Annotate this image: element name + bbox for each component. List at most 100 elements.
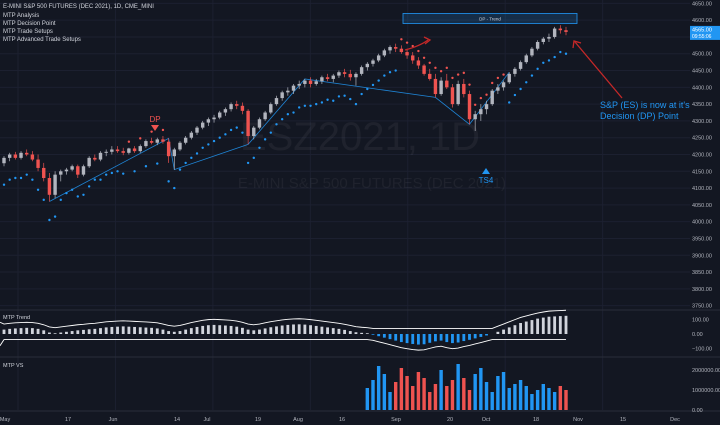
trail-dot <box>110 171 114 175</box>
volume-bar <box>416 372 421 410</box>
volume-bar <box>445 386 449 410</box>
time-tick-label: 16 <box>339 417 345 423</box>
trail-dot <box>184 161 187 165</box>
candle-body <box>445 80 449 88</box>
candle-body <box>229 104 233 110</box>
price-tick-label: 4200.00 <box>692 153 712 159</box>
trail-dot <box>473 103 477 106</box>
trail-dot <box>25 173 28 176</box>
trail-dot <box>400 38 403 41</box>
trail-dot <box>564 52 568 55</box>
candle-body <box>376 55 381 61</box>
trail-dot <box>258 146 261 149</box>
indicator-mtp-advanced-trade-setups[interactable]: MTP Advanced Trade Setups <box>3 37 81 43</box>
volume-bar <box>433 384 438 410</box>
candle-body <box>183 137 188 143</box>
trail-dot <box>87 185 91 188</box>
candle-body <box>104 151 108 153</box>
candle-body <box>155 139 159 143</box>
trail-dot <box>559 50 562 54</box>
trail-dot <box>343 94 346 97</box>
price-tick-label: 3900.00 <box>692 253 712 259</box>
volume-bar <box>518 380 523 410</box>
arrow-head <box>423 36 432 45</box>
price-tick-label: 4450.00 <box>692 69 712 75</box>
time-tick-label: 19 <box>255 417 261 423</box>
candle-body <box>530 48 534 56</box>
candle-body <box>433 78 438 95</box>
trail-dot <box>388 71 392 74</box>
time-tick-label: Aug <box>293 417 303 423</box>
dp-callout-text: S&P (ES) is now at it's Decision (DP) Po… <box>600 100 690 121</box>
candles-group <box>2 25 568 202</box>
price-tick-label: 4150.00 <box>692 169 712 175</box>
trail-dot <box>2 183 6 186</box>
time-axis[interactable]: May 17 Jun 14 Jul 19 Aug 16 Sep 20 Oct 18 Nov 15 Dec <box>0 417 680 423</box>
volume-panel: 2000000.00 1000000.00 0.00 <box>365 364 720 414</box>
price-tick-label: 4600.00 <box>692 18 712 24</box>
trail-dot <box>190 156 193 160</box>
price-tick-label: 4050.00 <box>692 203 712 209</box>
candle-body <box>59 171 63 175</box>
price-tick-label: 4400.00 <box>692 85 712 91</box>
trail-dot <box>229 128 233 132</box>
candle-body <box>479 109 483 115</box>
volume-bar <box>507 388 511 410</box>
oscillator-band-upper <box>0 309 567 329</box>
trail-dot <box>360 92 363 96</box>
trail-dot <box>320 101 324 104</box>
time-tick-label: Nov <box>573 417 583 423</box>
volume-bar <box>501 372 506 410</box>
candle-body <box>25 152 29 155</box>
countdown-value: 09:55:06 <box>692 34 712 40</box>
volume-bar <box>376 366 381 410</box>
candle-body <box>382 50 387 56</box>
trail-dot <box>371 83 375 87</box>
symbol-header[interactable]: E-MINI S&P 500 FUTURES (DEC 2021), 1D, C… <box>3 4 154 10</box>
candle-body <box>490 90 494 105</box>
candle-body <box>359 67 364 74</box>
trail-dot <box>139 137 142 140</box>
candle-body <box>462 83 466 95</box>
candle-body <box>30 154 35 160</box>
oscillator-title: MTP Trend <box>3 315 30 321</box>
volume-tick-label: 0.00 <box>692 408 703 414</box>
volume-bar <box>462 378 466 410</box>
volume-bar <box>552 392 557 410</box>
trail-dot <box>76 195 79 198</box>
trail-dot <box>513 93 517 97</box>
volume-bar <box>530 394 534 410</box>
candle-body <box>535 41 540 49</box>
indicator-mtp-decision-point[interactable]: MTP Decision Point <box>3 21 56 27</box>
candle-body <box>331 75 335 79</box>
volume-bar <box>564 390 568 410</box>
trail-dot <box>218 136 221 139</box>
arrow-head <box>572 40 582 49</box>
volume-bar <box>422 378 426 410</box>
dp-marker-triangle <box>151 125 159 131</box>
trail-dot <box>292 111 295 114</box>
volume-bar <box>490 392 494 410</box>
candle-body <box>365 63 370 68</box>
dp-zone-box <box>402 13 578 24</box>
trail-dot <box>156 162 159 165</box>
indicator-mtp-analysis[interactable]: MTP Analysis <box>3 13 40 19</box>
trail-dot <box>161 128 165 132</box>
price-axis[interactable]: 4650.004600.004550.004500.004450.004400.… <box>692 1 712 309</box>
trail-dot <box>315 102 318 106</box>
candle-body <box>354 73 358 78</box>
trail-dot <box>252 156 255 160</box>
candle-body <box>518 62 523 69</box>
candle-body <box>64 169 69 172</box>
volume-bar <box>411 386 415 410</box>
trail-dot <box>167 180 170 183</box>
price-tick-label: 3750.00 <box>692 304 712 310</box>
candle-body <box>558 28 563 31</box>
indicator-mtp-trade-setups[interactable]: MTP Trade Setups <box>3 29 53 35</box>
candle-body <box>189 132 194 138</box>
candle-body <box>246 110 250 137</box>
candle-body <box>513 68 517 74</box>
watermark-name: E-MINI S&P 500 FUTURES (DEC 2021) <box>238 175 506 192</box>
candle-body <box>371 60 375 64</box>
candle-body <box>240 105 245 111</box>
